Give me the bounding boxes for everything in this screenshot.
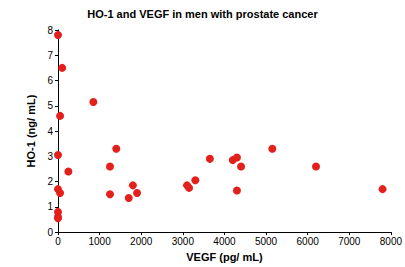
svg-text:4000: 4000 — [213, 236, 236, 247]
svg-text:2000: 2000 — [130, 236, 153, 247]
svg-text:3: 3 — [47, 151, 53, 162]
svg-text:7: 7 — [47, 50, 53, 61]
svg-text:HO-1 (ng/ mL): HO-1 (ng/ mL) — [25, 94, 37, 167]
svg-text:2: 2 — [47, 176, 53, 187]
svg-text:3000: 3000 — [172, 236, 195, 247]
svg-text:5: 5 — [47, 100, 53, 111]
svg-text:0: 0 — [47, 227, 53, 238]
svg-text:VEGF (pg/ mL): VEGF (pg/ mL) — [186, 251, 263, 263]
svg-text:HO-1 and VEGF in men with pros: HO-1 and VEGF in men with prostate cance… — [87, 8, 318, 20]
svg-text:7000: 7000 — [338, 236, 361, 247]
svg-text:6000: 6000 — [297, 236, 320, 247]
svg-text:0: 0 — [55, 236, 61, 247]
svg-text:6: 6 — [47, 75, 53, 86]
svg-text:8000: 8000 — [380, 236, 403, 247]
svg-text:4: 4 — [47, 126, 53, 137]
svg-text:1: 1 — [47, 201, 53, 212]
svg-text:1000: 1000 — [88, 236, 111, 247]
svg-text:8: 8 — [47, 25, 53, 36]
svg-text:5000: 5000 — [255, 236, 278, 247]
